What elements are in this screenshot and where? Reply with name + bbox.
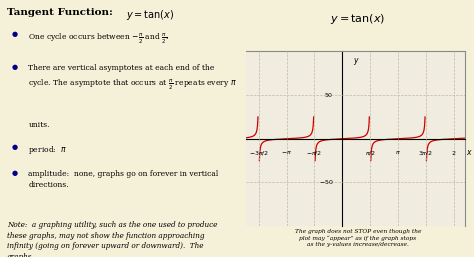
- Text: $x$: $x$: [465, 148, 473, 157]
- Text: $-\pi$: $-\pi$: [281, 149, 292, 156]
- Text: $2$: $2$: [451, 149, 456, 157]
- Text: period:  $\pi$: period: $\pi$: [28, 144, 67, 156]
- Text: $\pi$: $\pi$: [395, 149, 401, 156]
- Text: ●: ●: [12, 64, 18, 70]
- Text: $50$: $50$: [324, 91, 333, 99]
- Text: $y = \tan(x)$: $y = \tan(x)$: [330, 12, 385, 25]
- Text: $-\pi/2$: $-\pi/2$: [306, 149, 322, 157]
- Text: Tangent Function:: Tangent Function:: [7, 8, 113, 17]
- Text: ●: ●: [12, 170, 18, 176]
- Text: There are vertical asymptotes at each end of the
cycle. The asymptote that occur: There are vertical asymptotes at each en…: [28, 64, 237, 91]
- Text: amplitude:  none, graphs go on forever in vertical
directions.: amplitude: none, graphs go on forever in…: [28, 170, 219, 189]
- Text: $\pi/2$: $\pi/2$: [365, 149, 375, 157]
- Text: units.: units.: [28, 121, 50, 129]
- Text: $y = \tan(x)$: $y = \tan(x)$: [126, 8, 174, 22]
- Text: ●: ●: [12, 144, 18, 150]
- Text: Note:  a graphing utility, such as the one used to produce
these graphs, may not: Note: a graphing utility, such as the on…: [7, 221, 226, 257]
- Text: The graph does not STOP even though the
plot may “appear” as if the graph stops
: The graph does not STOP even though the …: [295, 229, 421, 247]
- Text: $3\pi/2$: $3\pi/2$: [418, 149, 433, 157]
- Text: ●: ●: [12, 31, 18, 37]
- Text: One cycle occurs between $-\frac{\pi}{2}$ and $\frac{\pi}{2}$.: One cycle occurs between $-\frac{\pi}{2}…: [28, 31, 170, 46]
- Text: $y$: $y$: [353, 56, 360, 67]
- Text: $-50$: $-50$: [319, 178, 333, 187]
- Text: $-3\pi/2$: $-3\pi/2$: [248, 149, 269, 157]
